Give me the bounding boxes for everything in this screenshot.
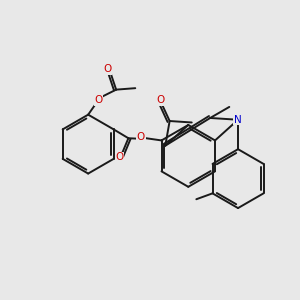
Text: O: O xyxy=(137,133,145,142)
Text: O: O xyxy=(116,152,124,162)
Text: O: O xyxy=(94,95,103,105)
Text: O: O xyxy=(103,64,111,74)
Text: O: O xyxy=(157,95,165,105)
Text: N: N xyxy=(234,115,242,125)
